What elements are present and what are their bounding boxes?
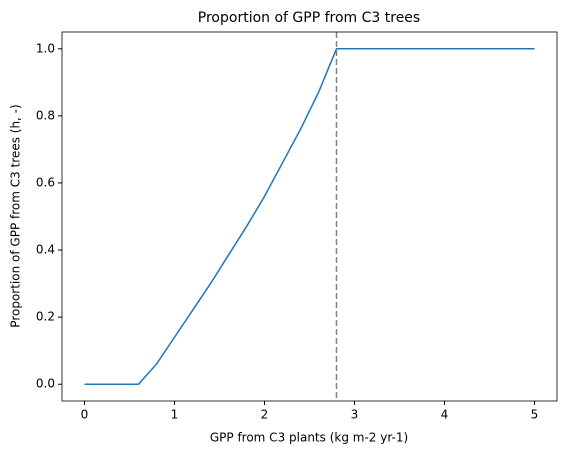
- plot-frame: [61, 31, 558, 402]
- x-tick-label: 0: [81, 408, 89, 422]
- x-tick-label: 5: [531, 408, 539, 422]
- y-tick-label: 1.0: [36, 41, 55, 55]
- data-line: [84, 48, 535, 385]
- x-tick-label: 4: [441, 408, 449, 422]
- y-tick-label: 0.6: [36, 175, 55, 189]
- y-axis-label: Proportion of GPP from C3 trees (h, -): [9, 104, 23, 327]
- x-tick-label: 1: [171, 408, 179, 422]
- y-tick-label: 0.4: [36, 243, 55, 257]
- x-tick-label: 2: [261, 408, 269, 422]
- x-tick-label: 3: [351, 408, 359, 422]
- chart-title: Proportion of GPP from C3 trees: [198, 10, 420, 26]
- y-tick-label: 0.0: [36, 377, 55, 391]
- x-axis-label: GPP from C3 plants (kg m-2 yr-1): [210, 431, 408, 445]
- y-tick-label: 0.8: [36, 108, 55, 122]
- y-tick-label: 0.2: [36, 310, 55, 324]
